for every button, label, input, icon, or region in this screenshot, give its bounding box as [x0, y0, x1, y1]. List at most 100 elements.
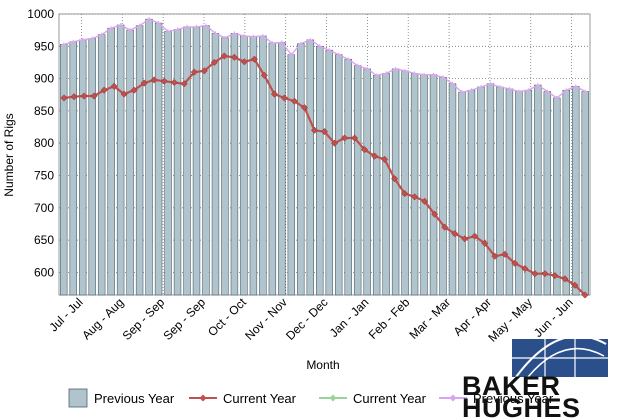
previous-year-point — [346, 57, 351, 62]
x-tick-label: Dec - Dec — [283, 295, 331, 343]
previous-year-bars — [60, 18, 589, 296]
previous-year-bar — [126, 29, 134, 296]
previous-year-point — [128, 28, 133, 33]
previous-year-bar — [496, 86, 504, 296]
current-year-point — [190, 68, 198, 76]
previous-year-bar — [458, 91, 466, 296]
previous-year-point — [80, 37, 85, 42]
previous-year-point — [374, 73, 379, 78]
current-year-point — [371, 152, 379, 160]
legend-marker-previous-year-line — [449, 394, 457, 402]
previous-year-bar — [240, 35, 248, 296]
y-tick-label: 650 — [34, 233, 54, 247]
y-tick-label: 600 — [34, 265, 54, 279]
legend-label-current-year-line: Current Year — [223, 391, 297, 406]
y-tick-label: 750 — [34, 168, 54, 182]
previous-year-point — [90, 36, 95, 41]
current-year-point — [270, 90, 278, 98]
previous-year-bar — [581, 91, 589, 296]
current-year-point — [90, 92, 98, 100]
current-year-point — [361, 146, 369, 154]
previous-year-bar — [325, 49, 333, 296]
current-year-point — [441, 223, 449, 231]
previous-year-bar — [97, 34, 106, 296]
previous-year-point — [175, 27, 180, 32]
previous-year-point — [535, 83, 540, 88]
current-year-point — [481, 239, 489, 247]
previous-year-bar — [78, 39, 87, 296]
previous-year-point — [441, 75, 446, 80]
previous-year-bar — [60, 44, 68, 296]
current-year-point — [531, 270, 539, 278]
previous-year-point — [573, 84, 578, 89]
previous-year-point — [213, 31, 218, 36]
current-year-point — [411, 193, 419, 201]
legend-label-current-year-green-line: Current Year — [353, 391, 427, 406]
logo-word-baker: BAKER — [462, 371, 561, 401]
previous-year-point — [469, 88, 474, 93]
previous-year-bar — [572, 86, 580, 296]
previous-year-bar — [401, 70, 409, 296]
previous-year-bar — [287, 54, 296, 296]
previous-year-bar — [116, 24, 125, 296]
current-year-point — [491, 252, 499, 260]
previous-year-bar — [230, 33, 239, 296]
current-year-point — [521, 264, 529, 273]
previous-year-point — [412, 71, 417, 76]
previous-year-bar — [534, 84, 542, 296]
current-year-point — [280, 94, 288, 102]
previous-year-bar — [335, 54, 343, 296]
previous-year-bar — [410, 73, 419, 296]
previous-year-point — [507, 86, 512, 91]
previous-year-point — [422, 72, 427, 77]
previous-year-point — [393, 66, 398, 71]
previous-year-bar — [543, 91, 552, 296]
previous-year-point — [241, 33, 246, 38]
current-year-point — [340, 134, 349, 142]
current-year-point — [220, 52, 228, 60]
previous-year-point — [203, 23, 208, 28]
x-tick-label: Feb - Feb — [366, 295, 413, 342]
current-year-point — [461, 235, 469, 243]
x-tick-label: Aug - Aug — [79, 295, 126, 342]
previous-year-bar — [562, 89, 571, 296]
x-tick-label: Jun - Jun — [531, 295, 576, 340]
current-year-point — [571, 281, 579, 289]
current-year-point — [150, 76, 158, 84]
previous-year-point — [554, 95, 559, 100]
previous-year-bar — [505, 88, 514, 296]
previous-year-bar — [420, 74, 428, 296]
current-year-point — [170, 78, 178, 87]
previous-year-bar — [439, 77, 447, 296]
y-tick-label: 800 — [34, 136, 54, 150]
previous-year-bar — [211, 33, 220, 296]
previous-year-point — [459, 90, 464, 95]
previous-year-point — [478, 84, 483, 89]
previous-year-point — [222, 35, 227, 40]
x-tick-label: May - May — [485, 295, 535, 345]
previous-year-bar — [429, 74, 438, 296]
x-tick-label: Nov - Nov — [242, 295, 290, 343]
previous-year-point — [61, 42, 66, 47]
current-year-point — [60, 94, 68, 102]
previous-year-point — [270, 41, 275, 46]
x-axis-title: Month — [306, 358, 339, 372]
previous-year-bar — [278, 42, 286, 296]
current-year-point — [471, 232, 479, 240]
previous-year-point — [450, 81, 455, 86]
previous-year-bar — [221, 37, 229, 296]
current-year-point — [320, 128, 329, 136]
current-year-point — [300, 104, 309, 112]
current-year-point — [581, 291, 589, 299]
current-year-point — [70, 93, 78, 101]
previous-year-bar — [135, 25, 144, 296]
current-year-point — [200, 67, 208, 75]
current-year-point — [541, 270, 549, 278]
previous-year-point — [355, 63, 360, 68]
previous-year-bar — [192, 26, 201, 296]
previous-year-point — [336, 52, 341, 57]
previous-year-bar — [249, 36, 258, 296]
previous-year-point — [279, 40, 284, 45]
current-year-point — [180, 80, 188, 88]
previous-year-bar — [344, 58, 352, 296]
